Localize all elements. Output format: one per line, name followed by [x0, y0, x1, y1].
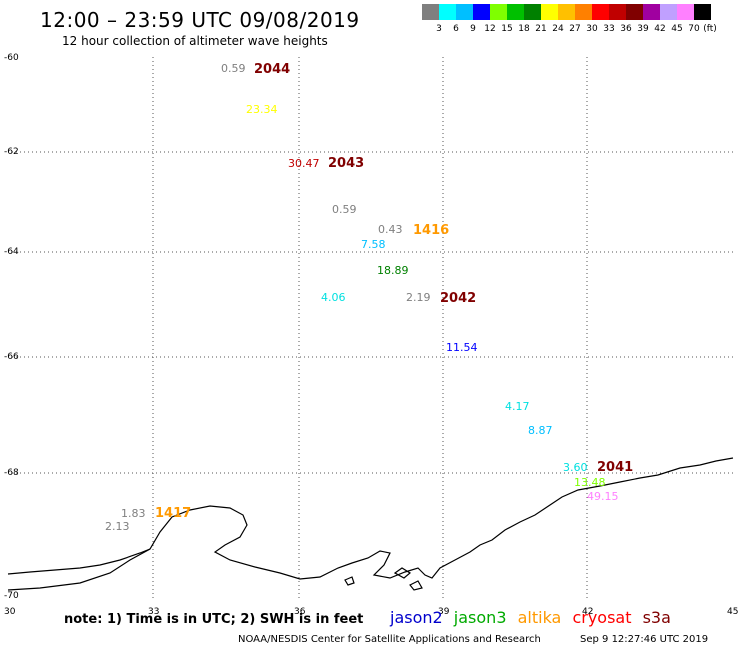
wave-height-observations: 0.59 23.34 30.47 0.59 0.43 7.58 18.89 4.… [105, 62, 619, 533]
observation-value: 2.13 [105, 520, 130, 533]
observation-value: 4.17 [505, 400, 530, 413]
y-axis-labels: -60 -62 -64 -66 -68 -70 [4, 53, 19, 601]
legend-jason2: jason2 [390, 608, 443, 627]
grid [8, 57, 733, 600]
color-scale-label: 9 [470, 24, 476, 34]
observation-value: 0.43 [378, 223, 403, 236]
legend-cryosat: cryosat [572, 608, 632, 627]
color-swatch [439, 4, 456, 20]
x-axis-labels: 30 33 36 39 42 45 [4, 607, 738, 617]
credit-line: NOAA/NESDIS Center for Satellite Applica… [238, 634, 541, 645]
y-tick-label: -60 [4, 53, 19, 63]
color-scale-label: 24 [552, 24, 564, 34]
color-scale-label: 21 [535, 24, 547, 34]
observation-value: 3.60 [563, 461, 588, 474]
observation-value: 7.58 [361, 238, 386, 251]
observation-value: 30.47 [288, 157, 320, 170]
orbit-number: 2041 [597, 460, 633, 475]
color-swatch [677, 4, 694, 20]
y-tick-label: -62 [4, 147, 19, 157]
color-scale-label: 3 [436, 24, 442, 34]
y-tick-label: -66 [4, 352, 19, 362]
color-swatch [541, 4, 558, 20]
color-swatch [592, 4, 609, 20]
orbit-number: 2042 [440, 291, 476, 306]
color-scale-label: 30 [586, 24, 598, 34]
observation-value: 1.83 [121, 507, 146, 520]
observation-value: 0.59 [332, 203, 357, 216]
x-tick-label: 36 [294, 607, 306, 617]
orbit-labels: 2044 2043 1416 2042 2041 1417 [155, 62, 633, 521]
color-swatch [507, 4, 524, 20]
observation-value: 2.19 [406, 291, 431, 304]
coastline-main [7, 457, 734, 591]
legend-altika: altika [517, 608, 562, 627]
color-swatch [473, 4, 490, 20]
orbit-number: 2044 [254, 62, 290, 77]
observation-value: 13.48 [574, 476, 606, 489]
color-swatch [490, 4, 507, 20]
color-scale-label: 27 [569, 24, 581, 34]
color-swatch [456, 4, 473, 20]
legend-jason3: jason3 [453, 608, 507, 627]
color-scale-label: 39 [637, 24, 649, 34]
color-swatch [558, 4, 575, 20]
color-swatch [524, 4, 541, 20]
generated-timestamp: Sep 9 12:27:46 UTC 2019 [580, 634, 709, 645]
color-swatch [694, 4, 711, 20]
color-swatch [609, 4, 626, 20]
y-tick-label: -68 [4, 468, 19, 478]
color-scale-label: 12 [484, 24, 496, 34]
page-title: 12:00 – 23:59 UTC 09/08/2019 [40, 8, 360, 32]
color-swatch [626, 4, 643, 20]
orbit-number: 1417 [155, 506, 191, 521]
island [409, 580, 423, 591]
orbit-number: 2043 [328, 156, 364, 171]
observation-value: 18.89 [377, 264, 409, 277]
x-tick-label: 33 [148, 607, 159, 617]
x-tick-label: 39 [438, 607, 450, 617]
observation-value: 0.59 [221, 62, 246, 75]
color-scale-label: 45 [671, 24, 683, 34]
color-scale-label: 33 [603, 24, 615, 34]
observation-value: 11.54 [446, 341, 478, 354]
color-scale-label: 70 [688, 24, 700, 34]
x-tick-label: 45 [727, 607, 738, 617]
color-scale-label: 6 [453, 24, 459, 34]
color-scale-label: 42 [654, 24, 666, 34]
color-swatch [660, 4, 677, 20]
color-scale-label: 36 [620, 24, 632, 34]
x-tick-label: 42 [582, 607, 593, 617]
color-swatch [422, 4, 439, 20]
y-tick-label: -64 [4, 247, 19, 257]
observation-value: 4.06 [321, 291, 346, 304]
coastline [7, 457, 734, 591]
color-scale-label: 18 [518, 24, 530, 34]
satellite-legend: jason2 jason3 altika cryosat s3a [390, 608, 677, 627]
coastline-bay [7, 548, 151, 575]
x-tick-label: 30 [4, 607, 16, 617]
color-scale-unit: (ft) [703, 24, 717, 34]
observation-value: 23.34 [246, 103, 278, 116]
orbit-number: 1416 [413, 223, 449, 238]
legend-s3a: s3a [642, 608, 671, 627]
color-scale-label: 15 [501, 24, 513, 34]
observation-value: 8.87 [528, 424, 553, 437]
island [344, 576, 355, 586]
color-swatch [643, 4, 660, 20]
color-swatch [575, 4, 592, 20]
page-subtitle: 12 hour collection of altimeter wave hei… [62, 34, 328, 48]
observation-value: 49.15 [587, 490, 619, 503]
island [393, 567, 412, 579]
footer-note: note: 1) Time is in UTC; 2) SWH is in fe… [64, 612, 364, 627]
y-tick-label: -70 [4, 591, 19, 601]
